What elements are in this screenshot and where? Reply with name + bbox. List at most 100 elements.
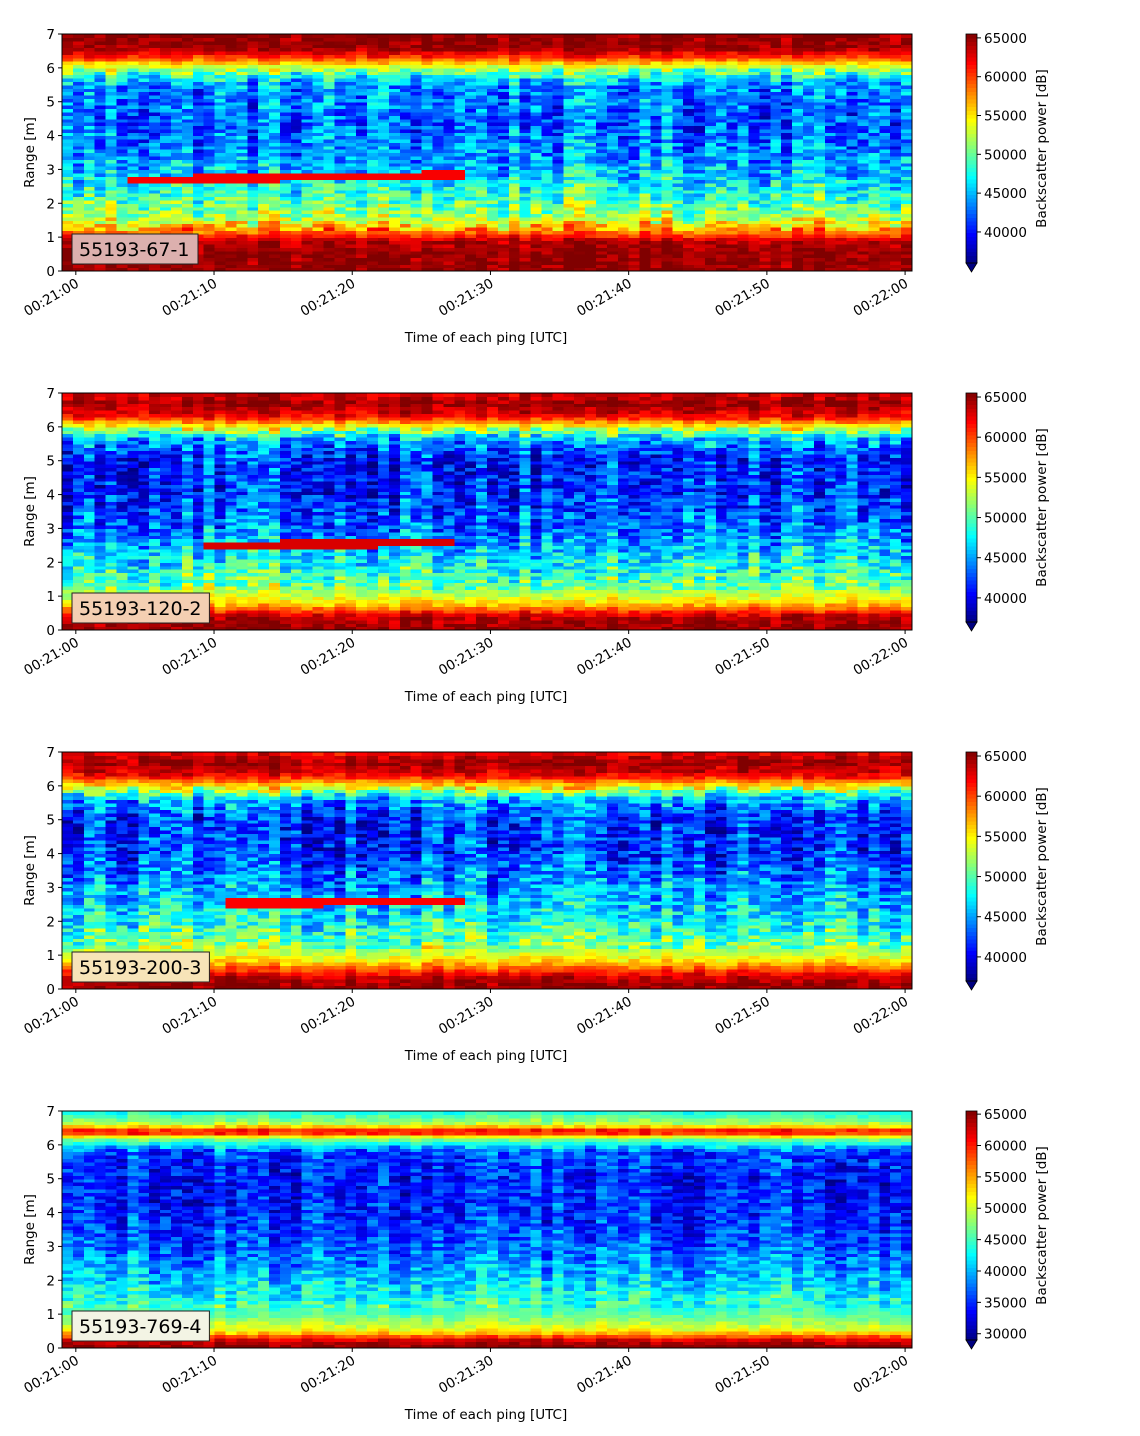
heatmap-cell: [160, 67, 172, 72]
heatmap-cell: [181, 176, 194, 181]
heatmap-cell: [181, 37, 194, 42]
heatmap-cell: [116, 196, 128, 201]
heatmap-cell: [94, 149, 107, 154]
heatmap-cell: [138, 111, 150, 116]
heatmap-cell: [170, 67, 183, 72]
heatmap-cell: [83, 111, 96, 116]
heatmap-cell: [116, 34, 128, 38]
heatmap-cell: [62, 152, 74, 157]
heatmap-cell: [94, 128, 107, 133]
heatmap-cell: [105, 152, 118, 157]
heatmap-cell: [149, 132, 161, 137]
heatmap-cell: [127, 193, 139, 198]
heatmap-cell: [585, 34, 597, 38]
heatmap-cell: [105, 220, 118, 225]
heatmap-cell: [138, 176, 150, 181]
heatmap-cell: [170, 223, 183, 228]
heatmap-cell: [170, 50, 183, 55]
heatmap-cell: [72, 179, 85, 184]
heatmap-cell: [94, 169, 107, 174]
heatmap-cell: [94, 132, 107, 137]
heatmap-cell: [726, 34, 739, 38]
heatmap-cell: [62, 199, 74, 204]
heatmap-cell: [105, 172, 118, 177]
heatmap-cell: [83, 176, 96, 181]
heatmap-cell: [116, 216, 128, 221]
heatmap-cell: [181, 213, 194, 218]
heatmap-cell: [410, 34, 423, 38]
heatmap-cell: [62, 189, 74, 194]
heatmap-cell: [72, 206, 85, 211]
heatmap-cell: [105, 111, 118, 116]
heatmap-cell: [62, 40, 74, 45]
heatmap-cell: [116, 162, 128, 167]
heatmap-cell: [127, 94, 139, 99]
heatmap-cell: [83, 138, 96, 143]
heatmap-cell: [378, 34, 390, 38]
heatmap-cell: [334, 34, 346, 38]
heatmap-cell: [83, 145, 96, 150]
heatmap-cell: [116, 61, 128, 66]
heatmap-cell: [116, 84, 128, 89]
heatmap-cell: [116, 128, 128, 133]
heatmap-cell: [127, 155, 139, 160]
heatmap-cell: [170, 186, 183, 191]
heatmap-cell: [170, 125, 183, 130]
heatmap-cell: [105, 118, 118, 123]
heatmap-cell: [138, 132, 150, 137]
heatmap-cell: [83, 84, 96, 89]
heatmap-cell: [160, 213, 172, 218]
heatmap-cell: [94, 84, 107, 89]
heatmap-cell: [94, 135, 107, 140]
heatmap-cell: [160, 44, 172, 49]
heatmap-cell: [62, 105, 74, 110]
heatmap-cell: [62, 44, 74, 49]
heatmap-cell: [170, 122, 183, 127]
heatmap-cell: [127, 125, 139, 130]
heatmap-cell: [105, 105, 118, 110]
heatmap-cell: [149, 111, 161, 116]
heatmap-cell: [105, 138, 118, 143]
heatmap-cell: [72, 210, 85, 215]
heatmap-cell: [116, 179, 128, 184]
heatmap-cell: [127, 142, 139, 147]
heatmap-cell: [170, 118, 183, 123]
heatmap-cell: [94, 50, 107, 55]
heatmap-cell: [94, 159, 107, 164]
heatmap-cell: [192, 267, 205, 272]
heatmap-cell: [170, 138, 183, 143]
heatmap-cell: [94, 155, 107, 160]
heatmap-cell: [160, 223, 172, 228]
heatmap-cell: [72, 226, 85, 231]
heatmap-cell: [715, 34, 728, 38]
heatmap-cell: [149, 166, 161, 171]
heatmap-cell: [72, 189, 85, 194]
heatmap-cell: [127, 54, 139, 59]
heatmap-cell: [62, 193, 74, 198]
heatmap-cell: [181, 193, 194, 198]
heatmap-cell: [83, 74, 96, 79]
heatmap-cell: [160, 186, 172, 191]
heatmap-cell: [116, 47, 128, 52]
heatmap-cell: [770, 34, 782, 38]
heatmap-cell: [170, 81, 183, 86]
heatmap-cell: [149, 159, 161, 164]
heatmap-cell: [94, 94, 107, 99]
heatmap-cell: [170, 176, 183, 181]
heatmap-cell: [694, 34, 706, 38]
heatmap-cell: [116, 210, 128, 215]
heatmap-cell: [62, 155, 74, 160]
heatmap-cell: [367, 34, 379, 38]
heatmap-cell: [149, 91, 161, 96]
heatmap-cell: [181, 71, 194, 76]
heatmap-cell: [72, 78, 85, 82]
heatmap-cell: [83, 71, 96, 76]
heatmap-cell: [127, 223, 139, 228]
heatmap-cell: [62, 240, 74, 245]
heatmap-cell: [94, 74, 107, 79]
heatmap-cell: [116, 101, 128, 106]
heatmap-cell: [160, 47, 172, 52]
heatmap-cell: [149, 186, 161, 191]
heatmap-cell: [454, 34, 466, 38]
heatmap-cell: [127, 230, 139, 235]
